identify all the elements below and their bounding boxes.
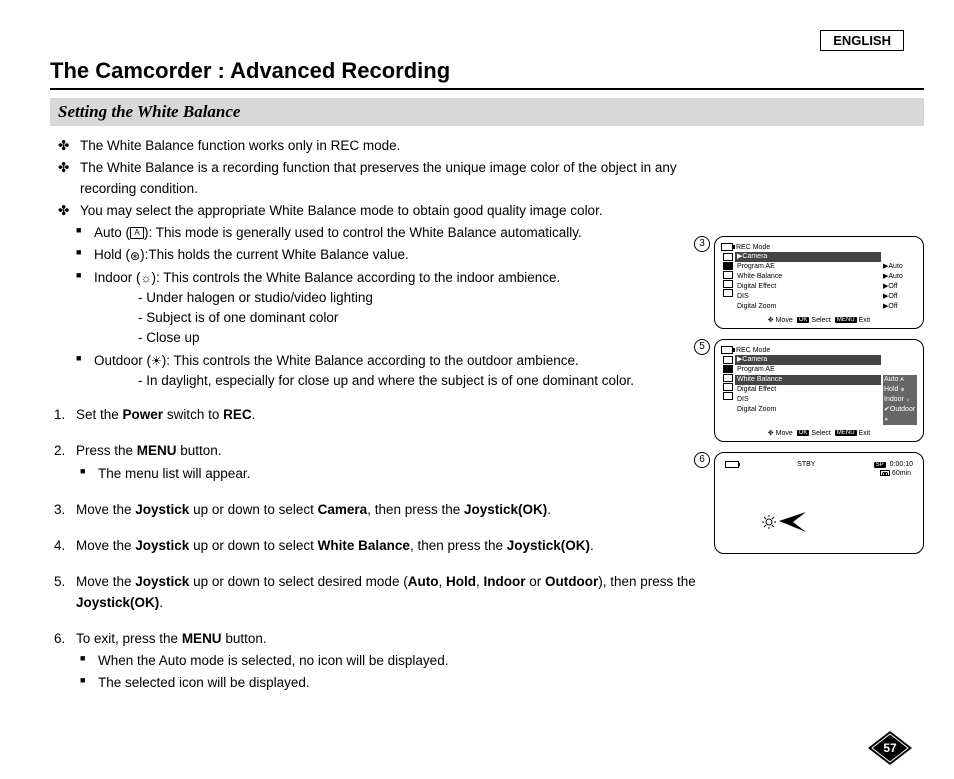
mode-indoor: Indoor (☼): This controls the White Bala… (76, 268, 704, 349)
side-icon (723, 365, 733, 373)
menu-item: Program AE (735, 365, 881, 375)
sp-label: SP (874, 462, 886, 468)
step-sub-item: The menu list will appear. (80, 464, 704, 484)
tape-icon (880, 470, 890, 476)
page: ENGLISH The Camcorder : Advanced Recordi… (50, 30, 924, 759)
mode-list: Auto (A): This mode is generally used to… (50, 223, 704, 391)
content-row: The White Balance function works only in… (50, 136, 924, 710)
camcorder-icon (721, 243, 733, 251)
stby-label: STBY (797, 461, 815, 468)
steps-list: Set the Power switch to REC. Press the M… (50, 405, 704, 694)
menu-item: Digital Zoom (735, 405, 881, 415)
remain-label: 60min (892, 470, 911, 477)
menu-side-icons (721, 355, 735, 425)
dash-item: Under halogen or studio/video lighting (138, 288, 704, 308)
bullet-item: The White Balance is a recording functio… (54, 158, 704, 199)
intro-bullets: The White Balance function works only in… (50, 136, 704, 221)
menu-item: White Balance (735, 272, 881, 282)
outdoor-indicator (761, 507, 811, 537)
menu-title: REC Mode (736, 244, 770, 251)
menu-item: DIS (735, 292, 881, 302)
bullet-item: The White Balance function works only in… (54, 136, 704, 156)
figure-number: 6 (694, 452, 710, 468)
side-icon (723, 271, 733, 279)
menu-list: ▶Camera Program AE White Balance Digital… (735, 252, 881, 312)
menu-item: DIS (735, 395, 881, 405)
section-subtitle: Setting the White Balance (50, 98, 924, 126)
joystick-icon: ✥ (768, 429, 774, 437)
step-item: Press the MENU button. The menu list wil… (54, 441, 704, 484)
menu-icon: MENU (835, 430, 857, 436)
figure-frame: REC Mode ▶Camera (714, 236, 924, 329)
status-top-row: STBY SP 0:00:10 (721, 459, 917, 470)
battery-icon (725, 461, 739, 468)
figure-frame: REC Mode ▶Camera (714, 339, 924, 442)
step-item: Move the Joystick up or down to select d… (54, 572, 704, 613)
outdoor-sub-list: In daylight, especially for close up and… (94, 371, 704, 391)
side-icon (723, 280, 733, 288)
menu-item-highlighted: ▶Camera (735, 355, 881, 365)
side-icon (723, 383, 733, 391)
menu-header: REC Mode (721, 243, 917, 251)
dash-item: Subject is of one dominant color (138, 308, 704, 328)
dash-item: In daylight, especially for close up and… (138, 371, 704, 391)
content-left: The White Balance function works only in… (50, 136, 714, 710)
menu-side-icons (721, 252, 735, 312)
language-label: ENGLISH (820, 30, 904, 51)
indoor-icon: ☼ (141, 269, 152, 287)
step-item: Move the Joystick up or down to select W… (54, 536, 704, 556)
side-icon (723, 289, 733, 297)
svg-text:57: 57 (883, 741, 897, 755)
side-icon (723, 253, 733, 261)
content-right: 3 REC Mode (714, 136, 924, 710)
indoor-sub-list: Under halogen or studio/video lighting S… (94, 288, 704, 349)
menu-item: Digital Effect (735, 282, 881, 292)
time-counter: 0:00:10 (890, 461, 913, 468)
step-sub-item: The selected icon will be displayed. (80, 673, 704, 693)
menu-item-selected: White Balance (735, 375, 881, 385)
menu-icon: MENU (835, 317, 857, 323)
step-sub-item: When the Auto mode is selected, no icon … (80, 651, 704, 671)
step-item: To exit, press the MENU button. When the… (54, 629, 704, 694)
menu-item: Digital Effect (735, 385, 881, 395)
dash-item: Close up (138, 328, 704, 348)
side-icon (723, 392, 733, 400)
mode-auto: Auto (A): This mode is generally used to… (76, 223, 704, 243)
figure-3: 3 REC Mode (714, 236, 924, 329)
status-remain-row: 60min (721, 470, 917, 477)
step-item: Move the Joystick up or down to select C… (54, 500, 704, 520)
figure-6: 6 STBY SP0:00:10 60min (714, 452, 924, 554)
figure-number: 3 (694, 236, 710, 252)
menu-title: REC Mode (736, 347, 770, 354)
menu-item-highlighted: ▶Camera (735, 252, 881, 262)
auto-icon: A (130, 227, 144, 239)
ok-icon: OK (797, 317, 810, 323)
side-icon (723, 262, 733, 270)
camcorder-icon (721, 346, 733, 354)
hold-icon: ⊛ (130, 247, 140, 265)
menu-options: Auto A Hold ⊛ Indoor ☼ ✔Outdoor ☀ (881, 355, 917, 425)
side-icon (723, 356, 733, 364)
page-title: The Camcorder : Advanced Recording (50, 58, 924, 90)
menu-item: Digital Zoom (735, 302, 881, 312)
menu-list: ▶Camera Program AE White Balance Digital… (735, 355, 881, 425)
mode-outdoor: Outdoor (☀): This controls the White Bal… (76, 351, 704, 392)
page-number-badge: 57 (868, 731, 912, 765)
ok-icon: OK (797, 430, 810, 436)
figure-frame: STBY SP 0:00:10 60min (714, 452, 924, 554)
outdoor-icon: ☀ (151, 352, 162, 370)
menu-footer: ✥Move OKSelect MENUExit (721, 316, 917, 324)
menu-item: Program AE (735, 262, 881, 272)
menu-header: REC Mode (721, 346, 917, 354)
figure-5: 5 REC Mode (714, 339, 924, 442)
menu-footer: ✥Move OKSelect MENUExit (721, 429, 917, 437)
joystick-icon: ✥ (768, 316, 774, 324)
figure-number: 5 (694, 339, 710, 355)
step-item: Set the Power switch to REC. (54, 405, 704, 425)
bullet-item: You may select the appropriate White Bal… (54, 201, 704, 221)
side-icon (723, 374, 733, 382)
mode-hold: Hold (⊛):This holds the current White Ba… (76, 245, 704, 265)
menu-values: ▶Auto ▶Auto ▶Off ▶Off ▶Off (881, 252, 917, 312)
